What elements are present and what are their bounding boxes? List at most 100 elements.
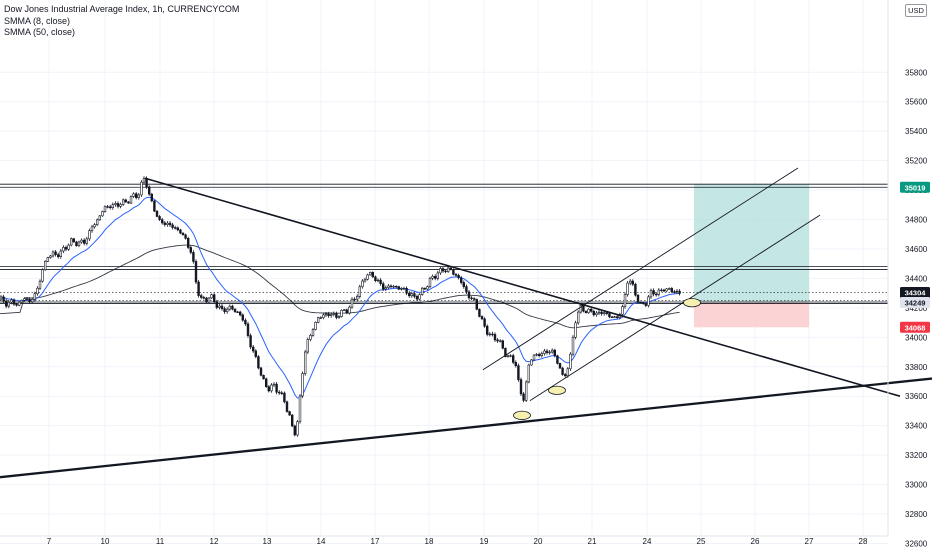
candle-body: [384, 287, 387, 290]
candle-body: [161, 219, 164, 224]
candle-body: [675, 290, 679, 293]
candle-body: [210, 294, 213, 299]
candle-body: [636, 294, 640, 303]
candle-body: [316, 317, 320, 323]
price-tick-label: 34200: [905, 304, 928, 313]
candle-body: [28, 298, 31, 303]
candle-body: [106, 206, 109, 208]
horizontal-levels: [0, 183, 888, 304]
candle-body: [446, 267, 450, 272]
candle-body: [233, 308, 237, 313]
currency-button[interactable]: USD: [905, 4, 927, 17]
candle-body: [418, 294, 421, 300]
trendline: [482, 167, 799, 371]
candle-body: [394, 285, 398, 288]
smma-8-line: [0, 196, 680, 399]
candle-body: [465, 286, 468, 293]
price-axis: 32600 32800 33000 33200 33400 33600 33800 34000…: [887, 0, 928, 548]
candle-body: [205, 297, 208, 303]
candle-body: [462, 282, 465, 287]
candle-body: [116, 203, 120, 207]
trendlines: [0, 167, 932, 479]
candle-body: [275, 383, 278, 393]
candle-body: [340, 309, 343, 317]
price-tick-label: 33000: [905, 481, 928, 490]
candle-body: [67, 244, 70, 250]
candle-body: [311, 329, 315, 336]
candle-body: [501, 340, 504, 349]
candle-body: [400, 288, 403, 290]
price-tick-label: 35400: [905, 127, 928, 136]
candle-body: [519, 379, 523, 395]
smma-8-path: [0, 196, 680, 399]
pivot-marker: [548, 385, 566, 395]
candle-body: [322, 314, 325, 318]
candle-body: [246, 323, 250, 336]
candle-body: [483, 318, 486, 327]
candle-body: [254, 350, 257, 357]
candle-body: [345, 309, 348, 314]
candle-body: [319, 317, 322, 319]
candle-body: [535, 354, 538, 356]
candle-body: [371, 272, 374, 278]
candle-body: [522, 393, 525, 401]
price-tag-label: 34068: [905, 323, 926, 332]
candle-body: [602, 312, 606, 315]
candle-body: [236, 311, 239, 313]
candle-body: [64, 247, 68, 250]
candle-body: [124, 199, 128, 203]
candle-body: [654, 293, 658, 296]
candle-body: [524, 381, 528, 401]
candle-body: [153, 200, 156, 212]
time-tick-label: 25: [697, 537, 706, 546]
candle-body: [348, 306, 351, 314]
candle-body: [475, 299, 478, 310]
candle-body: [491, 333, 494, 336]
candle-body: [600, 311, 603, 315]
candle-body: [389, 285, 393, 288]
time-tick-label: 21: [588, 537, 597, 546]
candle-body: [423, 287, 426, 290]
candle-body: [366, 274, 369, 280]
candle-body: [626, 282, 629, 295]
candle-body: [324, 313, 328, 316]
candle-body: [259, 367, 263, 376]
price-tick-label: 34000: [905, 333, 928, 342]
candle-body: [10, 299, 13, 303]
candle-body: [83, 239, 86, 244]
candle-body: [667, 288, 671, 290]
time-tick-label: 24: [643, 537, 652, 546]
time-tick-label: 26: [751, 537, 760, 546]
legend-smma-8: SMMA (8, close): [4, 15, 71, 26]
candle-body: [527, 364, 531, 383]
price-tick-label: 33400: [905, 422, 928, 431]
candle-body: [33, 293, 37, 300]
candle-body: [480, 316, 484, 320]
candle-body: [46, 257, 50, 262]
candle-body: [56, 254, 60, 257]
candle-body: [111, 204, 115, 208]
candle-body: [485, 325, 489, 335]
time-tick-label: 27: [805, 537, 814, 546]
candle-body: [678, 290, 681, 294]
price-tags: 350193430414:283424934068: [900, 181, 930, 333]
candle-body: [673, 291, 676, 293]
candle-body: [140, 181, 143, 196]
candle-body: [436, 272, 439, 279]
candle-body: [358, 286, 361, 297]
candle-body: [49, 255, 52, 258]
candle-body: [148, 186, 151, 195]
candle-body: [218, 305, 221, 308]
candle-body: [426, 286, 429, 290]
candle-body: [584, 310, 588, 314]
candle-body: [566, 368, 570, 377]
candle-body: [649, 290, 653, 298]
pivot-marker: [513, 410, 531, 420]
candle-body: [561, 367, 564, 375]
candle-body: [579, 305, 583, 313]
candle-body: [363, 278, 367, 282]
candle-body: [613, 316, 616, 318]
candle-body: [244, 319, 247, 325]
candle-body: [615, 316, 619, 318]
